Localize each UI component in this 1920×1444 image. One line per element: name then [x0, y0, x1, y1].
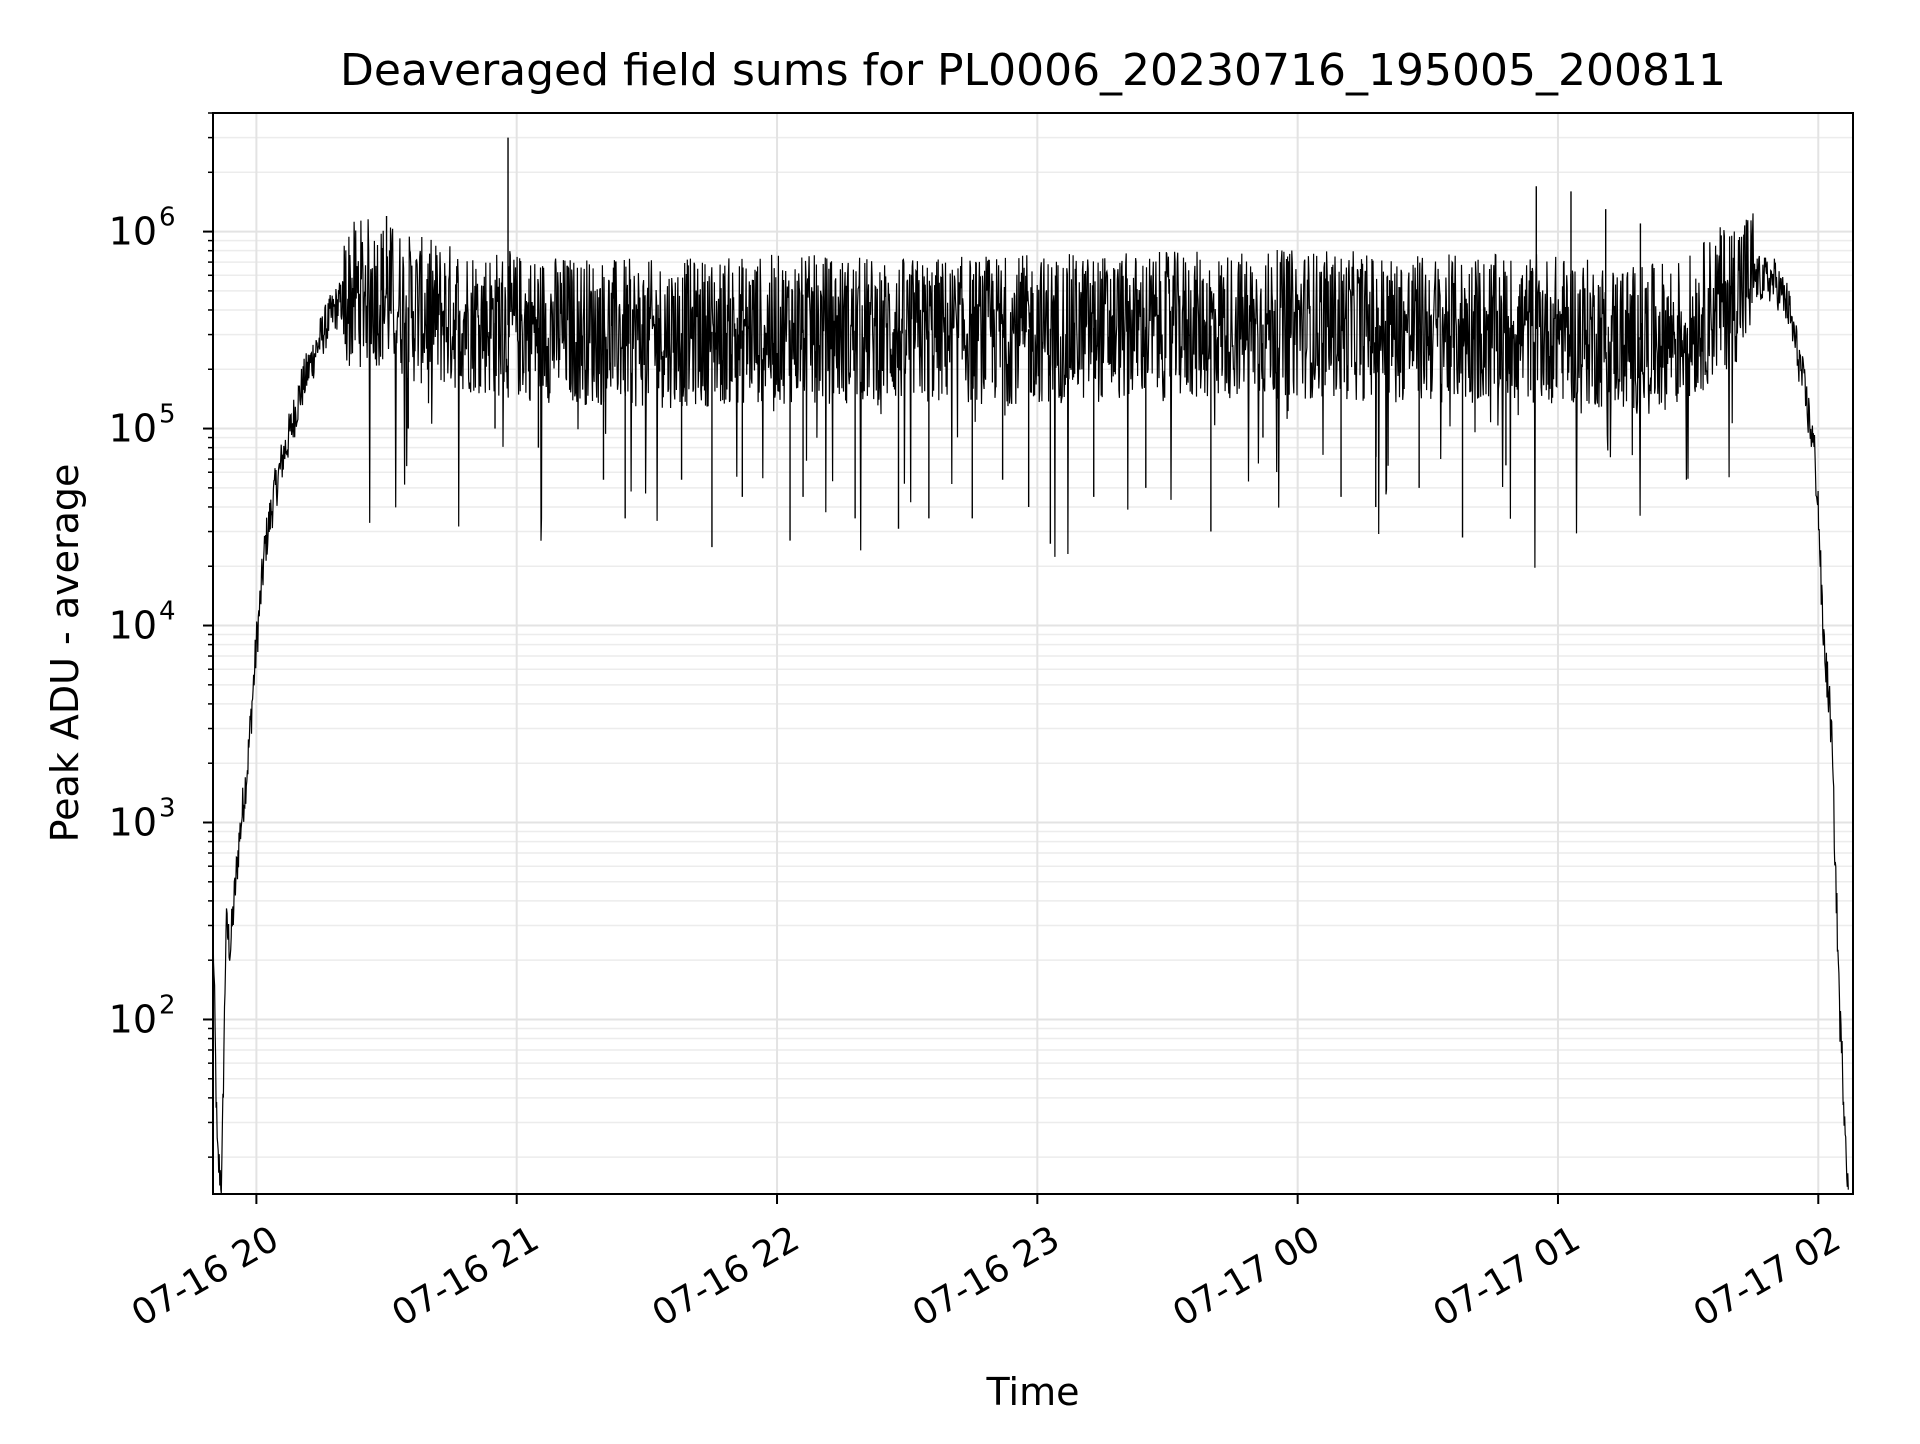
- y-tick-label: 10: [109, 604, 157, 648]
- data-series: [212, 137, 1849, 1194]
- y-tick-exponent: 5: [159, 400, 176, 430]
- y-tick-exponent: 6: [159, 203, 176, 233]
- y-tick-exponent: 4: [159, 597, 176, 627]
- y-tick-label: 10: [109, 997, 157, 1041]
- chart-title: Deaveraged field sums for PL0006_2023071…: [340, 45, 1726, 96]
- plot-frame: [212, 112, 1854, 1195]
- y-tick-label: 10: [109, 407, 157, 451]
- y-tick-label: 10: [109, 210, 157, 254]
- y-tick-label: 10: [109, 801, 157, 845]
- y-tick-exponent: 3: [159, 794, 176, 824]
- x-axis-label: Time: [986, 1370, 1080, 1414]
- series-line: [212, 213, 1849, 1194]
- y-tick-exponent: 2: [159, 990, 176, 1020]
- y-axis-label: Peak ADU - average: [43, 464, 87, 843]
